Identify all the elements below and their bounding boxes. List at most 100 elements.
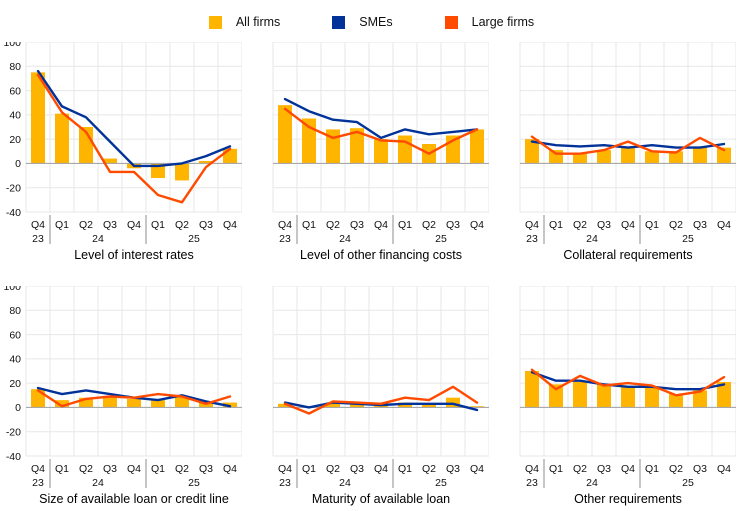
legend-label-large-firms: Large firms [471, 15, 535, 29]
quarter-tick-label: Q1 [549, 219, 563, 231]
quarter-tick-label: Q3 [199, 463, 213, 475]
year-label: 23 [279, 477, 291, 489]
bar [693, 390, 707, 408]
smes-line [283, 97, 479, 140]
y-tick-label: 100 [3, 42, 21, 49]
chart-title: Size of available loan or credit line [39, 492, 229, 506]
bar [717, 147, 731, 164]
bar [374, 405, 388, 408]
year-label: 25 [682, 233, 694, 245]
chart-panel-interest-rates: 100 80 60 40 20 0 -20 -40 Q4 Q1 Q2 Q3 Q4 Q1 Q2 Q3 Q4 23 24… [2, 42, 242, 262]
chart-title: Other requirements [574, 492, 682, 506]
quarter-tick-label: Q4 [621, 463, 635, 475]
year-label: 23 [526, 477, 538, 489]
quarter-tick-label: Q2 [79, 219, 93, 231]
smes-swatch-icon [332, 15, 346, 29]
y-tick-label: 60 [9, 329, 21, 341]
quarter-tick-label: Q1 [151, 463, 165, 475]
bar [199, 161, 213, 164]
bar [525, 371, 539, 408]
quarter-tick-label: Q1 [55, 463, 69, 475]
bar [31, 389, 45, 408]
quarter-tick-label: Q4 [278, 463, 292, 475]
quarter-tick-label: Q4 [223, 219, 237, 231]
bar [549, 384, 563, 408]
chart-grid: 100 80 60 40 20 0 -20 -40 Q4 Q1 Q2 Q3 Q4 Q1 Q2 Q3 Q4 23 24… [0, 42, 743, 506]
smes-line [36, 69, 232, 168]
bar [573, 152, 587, 164]
bar [717, 381, 731, 408]
smes-line [530, 140, 726, 149]
quarter-tick-label: Q3 [103, 219, 117, 231]
year-label: 24 [586, 477, 598, 489]
bar [374, 139, 388, 164]
y-axis-labels: 100 80 60 40 20 0 -20 -40 [3, 42, 21, 219]
quarter-tick-label: Q2 [573, 463, 587, 475]
all-firms-bars [525, 371, 731, 408]
chart-panel-other-financing-costs: Q4 Q1 Q2 Q3 Q4 Q1 Q2 Q3 Q4 23 24 25 Level of other … [249, 42, 489, 262]
quarter-tick-label: Q3 [199, 219, 213, 231]
quarter-tick-label: Q4 [525, 219, 539, 231]
bar [31, 72, 45, 164]
bar [55, 400, 69, 408]
large-firms-line [283, 107, 479, 155]
quarter-tick-label: Q4 [223, 463, 237, 475]
y-tick-label: 80 [9, 305, 21, 317]
x-axis-labels: Q4 Q1 Q2 Q3 Q4 Q1 Q2 Q3 Q4 23 24 25 [278, 459, 484, 489]
bar [103, 158, 117, 164]
smes-line [530, 370, 726, 391]
year-label: 23 [526, 233, 538, 245]
chart-title: Level of other financing costs [300, 248, 462, 262]
quarter-tick-label: Q2 [669, 463, 683, 475]
x-axis-labels: Q4 Q1 Q2 Q3 Q4 Q1 Q2 Q3 Q4 23 24 25 [525, 459, 731, 489]
quarter-tick-label: Q2 [573, 219, 587, 231]
quarter-tick-label: Q1 [645, 463, 659, 475]
chart-panel-collateral-requirements: Q4 Q1 Q2 Q3 Q4 Q1 Q2 Q3 Q4 23 24 25 Collateral requ… [496, 42, 736, 262]
quarter-tick-label: Q3 [350, 463, 364, 475]
year-label: 24 [92, 477, 104, 489]
plot-other-financing-costs: Q4 Q1 Q2 Q3 Q4 Q1 Q2 Q3 Q4 23 24 25 [272, 42, 489, 245]
quarter-tick-label: Q2 [422, 463, 436, 475]
quarter-tick-label: Q4 [470, 219, 484, 231]
bar [398, 135, 412, 164]
quarter-tick-label: Q4 [127, 219, 141, 231]
year-label: 24 [339, 477, 351, 489]
bar [127, 398, 141, 408]
legend-label-smes: SMEs [359, 15, 393, 29]
bar [645, 386, 659, 408]
quarter-tick-label: Q3 [446, 219, 460, 231]
y-tick-label: -20 [6, 183, 21, 195]
bar [175, 396, 189, 408]
quarter-tick-label: Q2 [669, 219, 683, 231]
chart-title: Level of interest rates [74, 248, 194, 262]
chart-panel-loan-maturity: Q4 Q1 Q2 Q3 Q4 Q1 Q2 Q3 Q4 23 24 25 Maturity of ava… [249, 286, 489, 506]
year-label: 23 [32, 233, 44, 245]
bar [470, 406, 484, 408]
y-tick-label: -40 [6, 451, 21, 463]
bar [151, 400, 165, 408]
large-firms-line [530, 135, 726, 155]
bar [223, 148, 237, 164]
gridlines [519, 286, 736, 457]
chart-panel-other-requirements: Q4 Q1 Q2 Q3 Q4 Q1 Q2 Q3 Q4 23 24 25 Other requireme… [496, 286, 736, 506]
year-label: 25 [435, 477, 447, 489]
gridlines [25, 286, 242, 457]
quarter-tick-label: Q3 [597, 219, 611, 231]
bar [669, 394, 683, 408]
plot-loan-size: 100 80 60 40 20 0 -20 -40 Q4 Q1 Q2 Q3 Q4 Q1 Q2 Q3 Q4 23 24… [3, 286, 242, 489]
quarter-tick-label: Q3 [103, 463, 117, 475]
bar [55, 113, 69, 164]
bar [422, 405, 436, 408]
year-label: 24 [586, 233, 598, 245]
quarter-tick-label: Q4 [374, 219, 388, 231]
quarter-tick-label: Q1 [151, 219, 165, 231]
x-axis-labels: Q4 Q1 Q2 Q3 Q4 Q1 Q2 Q3 Q4 23 24 25 [31, 459, 237, 489]
quarter-tick-label: Q3 [693, 463, 707, 475]
plot-collateral-requirements: Q4 Q1 Q2 Q3 Q4 Q1 Q2 Q3 Q4 23 24 25 [519, 42, 736, 245]
quarter-tick-label: Q4 [717, 463, 731, 475]
bar [573, 381, 587, 408]
quarter-tick-label: Q3 [693, 219, 707, 231]
quarter-tick-label: Q4 [31, 219, 45, 231]
chart-title: Maturity of available loan [311, 492, 451, 506]
